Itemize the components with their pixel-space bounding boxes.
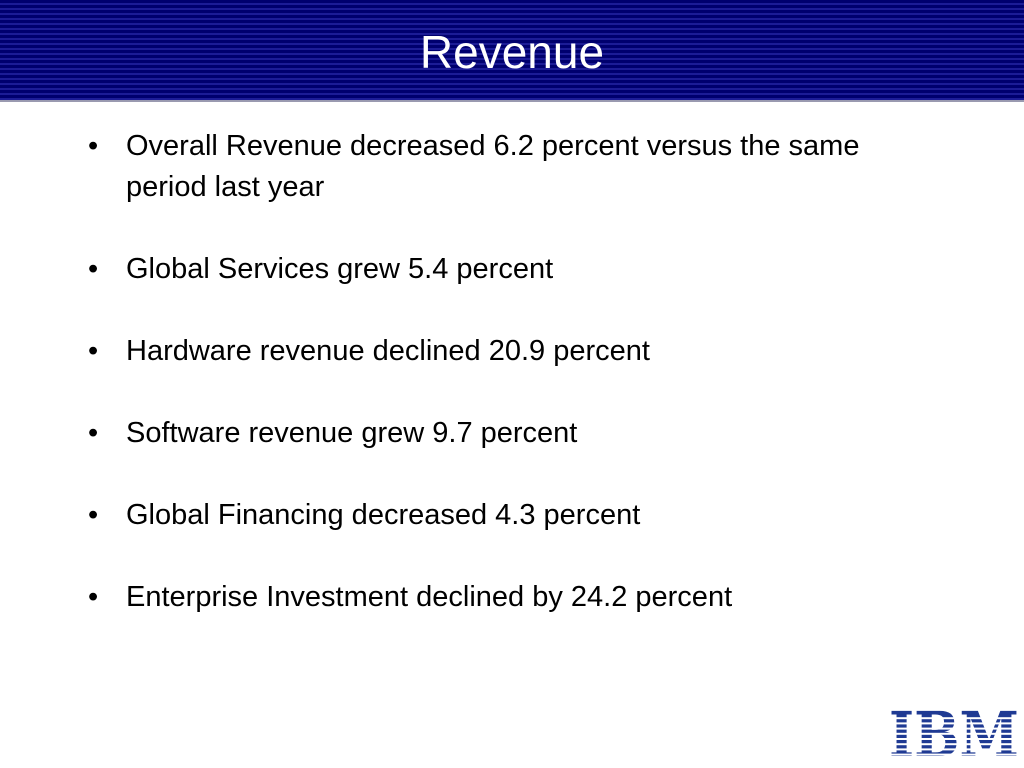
- logo-stripe: [886, 743, 1022, 746]
- bullet-item: Enterprise Investment declined by 24.2 p…: [88, 577, 916, 618]
- bullet-item: Overall Revenue decreased 6.2 percent ve…: [88, 126, 916, 208]
- logo-stripe: [886, 727, 1022, 730]
- logo-stripe: [886, 748, 1022, 751]
- bullet-item: Global Financing decreased 4.3 percent: [88, 495, 916, 536]
- logo-stripes: [886, 717, 1022, 761]
- slide-title: Revenue: [419, 26, 605, 78]
- logo-stripe: [886, 738, 1022, 740]
- logo-stripe: [886, 753, 1022, 756]
- logo-stripe: [886, 717, 1022, 720]
- title-band: Revenue: [0, 0, 1024, 102]
- bullet-item: Software revenue grew 9.7 percent: [88, 413, 916, 454]
- logo: IBM: [886, 704, 1022, 764]
- bullet-list: Overall Revenue decreased 6.2 percent ve…: [88, 126, 916, 659]
- bullet-item: Global Services grew 5.4 percent: [88, 249, 916, 290]
- logo-stripe: [886, 758, 1022, 761]
- bullet-item: Hardware revenue declined 20.9 percent: [88, 331, 916, 372]
- logo-stripe: [886, 722, 1022, 725]
- logo-stripe: [886, 732, 1022, 735]
